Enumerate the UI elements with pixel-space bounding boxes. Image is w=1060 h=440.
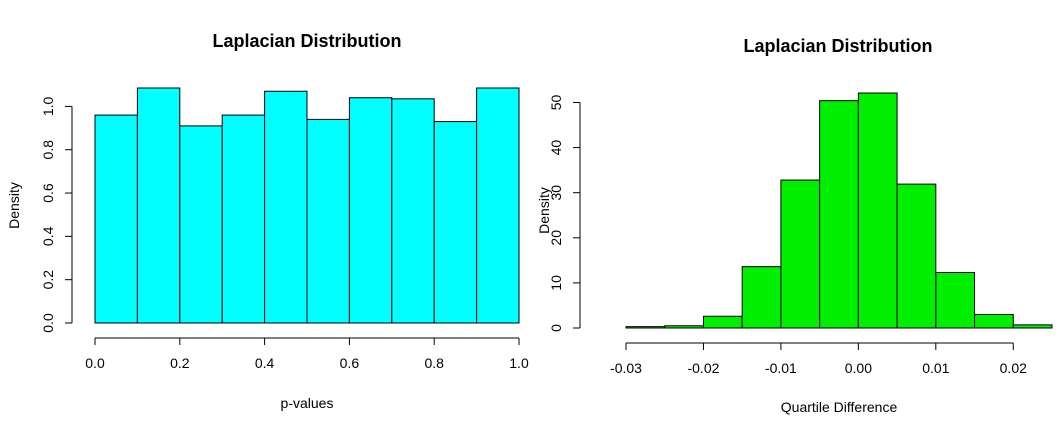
chart1-bar — [348, 97, 393, 324]
chart2-bar — [664, 325, 704, 329]
chart1-x-tick-label: 1.0 — [509, 355, 529, 371]
chart2-x-tick-label: -0.01 — [765, 360, 797, 376]
chart1-x-tick-label: 0.4 — [255, 355, 275, 371]
chart1-y-tick-label: 0.2 — [40, 270, 56, 290]
chart1-bar — [179, 125, 223, 324]
chart2-y-tick-label: 0 — [548, 324, 564, 332]
chart2-bar — [625, 326, 666, 329]
chart2-y-axis-label: Density — [536, 187, 552, 234]
chart2-bar — [702, 315, 743, 329]
chart2-bar — [974, 313, 1014, 329]
chart1-bar — [306, 118, 350, 324]
chart1-x-axis-label: p-values — [281, 395, 334, 411]
chart2-x-tick-label: -0.03 — [610, 360, 642, 376]
chart2-y-tick-label: 30 — [548, 185, 564, 201]
chart2-bar — [857, 92, 898, 329]
chart1-y-tick-label: 0.6 — [40, 183, 56, 203]
chart2-x-tick-label: -0.02 — [687, 360, 719, 376]
chart2-bar — [1012, 324, 1053, 329]
chart1-y-tick-label: 0.8 — [40, 140, 56, 160]
chart2-x-tick-label: 0.01 — [922, 360, 949, 376]
chart1-x-tick-label: 0.0 — [85, 355, 105, 371]
chart2-y-tick-label: 40 — [548, 140, 564, 156]
chart1-y-tick-label: 0.4 — [40, 226, 56, 246]
chart1-x-tick-label: 0.2 — [170, 355, 190, 371]
chart1-y-tick-label: 1.0 — [40, 96, 56, 116]
chart1-x-tick-label: 0.8 — [424, 355, 444, 371]
chart2-title: Laplacian Distribution — [743, 36, 932, 56]
chart2-x-axis-label: Quartile Difference — [781, 399, 898, 415]
chart2-y-tick-label: 10 — [548, 275, 564, 291]
chart2-bar — [896, 183, 937, 329]
chart1-bar — [94, 114, 138, 324]
chart2-bar — [935, 272, 976, 329]
chart1-x-tick-label: 0.6 — [340, 355, 360, 371]
chart1-bar — [221, 114, 266, 324]
chart1-bar — [136, 87, 181, 324]
chart1-title: Laplacian Distribution — [212, 31, 401, 51]
chart2-bar — [819, 100, 859, 329]
chart2-bar — [741, 266, 782, 329]
chart1-y-axis-label: Density — [6, 182, 22, 229]
chart2-y-tick-label: 50 — [548, 94, 564, 110]
chart1-bar — [391, 98, 435, 324]
chart2-y-tick-label: 20 — [548, 230, 564, 246]
chart1-bar — [433, 121, 478, 324]
chart1-y-tick-label: 0.0 — [40, 313, 56, 333]
chart1-bar — [264, 90, 308, 324]
chart1-bar — [476, 87, 520, 324]
chart2-bar — [780, 179, 821, 329]
chart2-x-tick-label: 0.02 — [1000, 360, 1027, 376]
chart2-x-tick-label: 0.00 — [845, 360, 872, 376]
